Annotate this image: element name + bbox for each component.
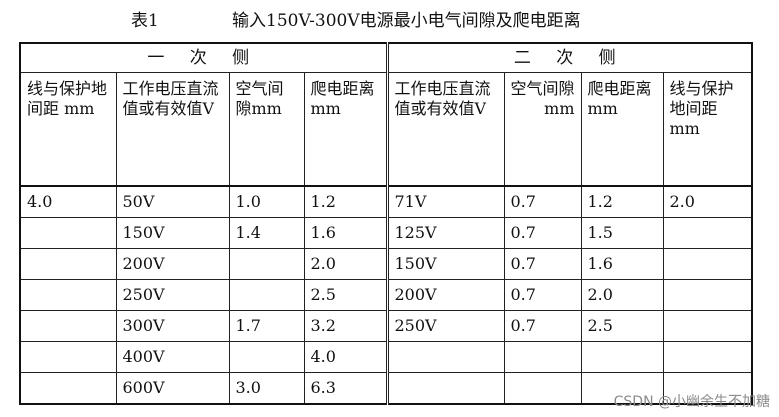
table-cell: 3.2	[303, 310, 388, 342]
secondary-side-header: 二 次 侧	[385, 42, 753, 73]
table-body: 4.0 50V 1.0 1.2 71V 0.7 1.2 2.0 150V 1.4 1.6 125V 0.…	[19, 185, 753, 405]
col-header-secondary-creepage: 爬电距离mm	[580, 72, 664, 187]
table-number: 表1	[131, 11, 159, 31]
table-row: 200V 2.0 150V 0.7 1.6	[19, 248, 753, 280]
table-cell: 0.7	[503, 248, 582, 280]
table-cell: 3.0	[228, 372, 305, 405]
table-cell: 2.0	[580, 279, 664, 311]
col-header-secondary-clearance: 空气间隙mm	[503, 72, 582, 187]
table-cell	[228, 248, 305, 280]
table-cell	[385, 341, 505, 373]
table-cell: 0.7	[503, 217, 582, 249]
table-cell: 1.2	[303, 185, 388, 218]
table-cell: 71V	[385, 185, 505, 218]
col-header-primary-creepage: 爬电距离mm	[303, 72, 388, 187]
table-cell: 2.0	[662, 185, 753, 218]
table-cell: 600V	[115, 372, 230, 405]
table-cell: 4.0	[303, 341, 388, 373]
table-cell: 1.6	[303, 217, 388, 249]
table-cell: 200V	[385, 279, 505, 311]
watermark: CSDN @小幽余生不加糖	[613, 394, 770, 410]
table-row: 300V 1.7 3.2 250V 0.7 2.5	[19, 310, 753, 342]
table-cell: 250V	[385, 310, 505, 342]
table-cell: 1.2	[580, 185, 664, 218]
table-cell	[19, 279, 117, 311]
table-cell: 0.7	[503, 279, 582, 311]
table-row: 600V 3.0 6.3	[19, 372, 753, 405]
col-header-primary-voltage: 工作电压直流值或有效值V	[115, 72, 230, 187]
table-cell: 2.5	[303, 279, 388, 311]
table-cell	[228, 279, 305, 311]
table-cell	[19, 217, 117, 249]
table-row: 150V 1.4 1.6 125V 0.7 1.5	[19, 217, 753, 249]
table-cell: 125V	[385, 217, 505, 249]
table-cell	[662, 217, 753, 249]
table-cell: 250V	[115, 279, 230, 311]
table-cell: 1.6	[580, 248, 664, 280]
group-header-row: 一 次 侧 二 次 侧	[19, 42, 753, 73]
table-cell	[19, 248, 117, 280]
table-cell	[19, 372, 117, 405]
table-row: 250V 2.5 200V 0.7 2.0	[19, 279, 753, 311]
table-cell	[580, 372, 664, 405]
table-cell: 300V	[115, 310, 230, 342]
table-row: 400V 4.0	[19, 341, 753, 373]
table-cell: 150V	[385, 248, 505, 280]
table-cell: 200V	[115, 248, 230, 280]
table-cell: 1.0	[228, 185, 305, 218]
clearance-creepage-table: 一 次 侧 二 次 侧 线与保护地间距 mm 工作电压直流值或有效值V 空气间隙…	[19, 42, 753, 405]
table-cell: 150V	[115, 217, 230, 249]
table-cell	[503, 372, 582, 405]
table-cell: 50V	[115, 185, 230, 218]
table-cell: 1.5	[580, 217, 664, 249]
table-cell	[662, 310, 753, 342]
table-cell: 2.0	[303, 248, 388, 280]
col-header-secondary-voltage: 工作电压直流值或有效值V	[385, 72, 505, 187]
table-cell	[662, 248, 753, 280]
table-cell: 1.7	[228, 310, 305, 342]
col-header-secondary-pe-distance: 线与保护地间距 mm	[662, 72, 753, 187]
table-cell: 400V	[115, 341, 230, 373]
table-cell	[662, 341, 753, 373]
table-cell	[662, 279, 753, 311]
table-cell: 0.7	[503, 310, 582, 342]
table-title: 输入150V-300V电源最小电气间隙及爬电距离	[232, 11, 581, 31]
table-row: 4.0 50V 1.0 1.2 71V 0.7 1.2 2.0	[19, 185, 753, 218]
table-cell: 0.7	[503, 185, 582, 218]
table-cell	[19, 310, 117, 342]
table-cell	[228, 341, 305, 373]
primary-side-header: 一 次 侧	[19, 42, 388, 73]
table-cell	[662, 372, 753, 405]
table-cell: 2.5	[580, 310, 664, 342]
table-cell	[503, 341, 582, 373]
table-cell: 6.3	[303, 372, 388, 405]
col-header-primary-pe-distance: 线与保护地间距 mm	[19, 72, 117, 187]
col-header-primary-clearance: 空气间隙mm	[228, 72, 305, 187]
table-cell: 1.4	[228, 217, 305, 249]
table-cell	[385, 372, 505, 405]
table-caption: 表1 输入150V-300V电源最小电气间隙及爬电距离	[0, 6, 779, 36]
table-cell	[580, 341, 664, 373]
table-cell	[19, 341, 117, 373]
table-cell: 4.0	[19, 185, 117, 218]
column-header-row: 线与保护地间距 mm 工作电压直流值或有效值V 空气间隙mm 爬电距离mm 工作…	[19, 72, 753, 187]
